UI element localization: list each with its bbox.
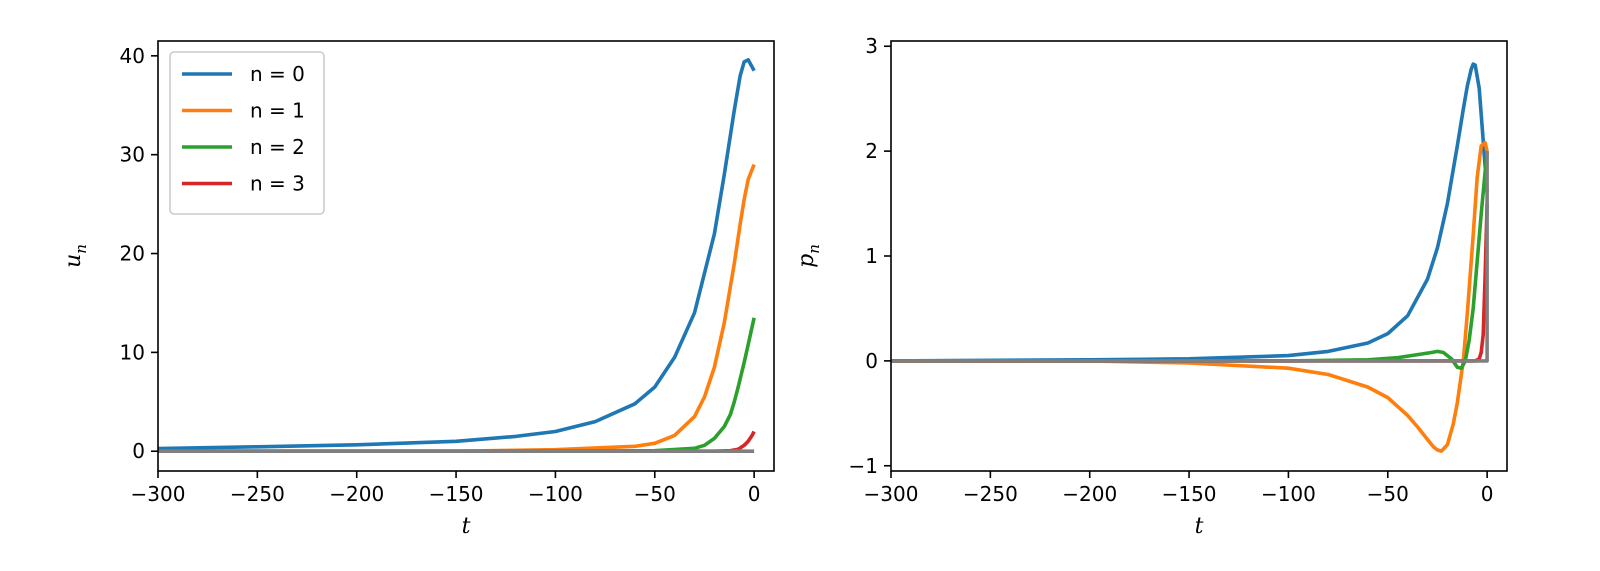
x-tick-label: −300 [131, 482, 186, 506]
y-axis-label: pn [794, 244, 823, 268]
x-axis-label: t [1195, 514, 1204, 539]
y-tick-label: 1 [865, 244, 878, 268]
x-axis-label: t [462, 514, 471, 539]
x-tick-label: −50 [634, 482, 676, 506]
y-tick-label: 0 [865, 349, 878, 373]
series-lines [158, 58, 756, 453]
x-tick-label: −200 [329, 482, 384, 506]
right-plot-p-n: −300 −250 −200 −150 −100 −50 0 −1 0 1 2 3 t pn [794, 34, 1508, 539]
x-tick-label: 0 [748, 482, 761, 506]
x-tick-label: −300 [864, 482, 919, 506]
x-tick-label: −250 [963, 482, 1018, 506]
legend-label: n = 3 [250, 172, 305, 196]
series-line-baseline [891, 151, 1489, 363]
legend-label: n = 0 [250, 62, 305, 86]
legend-label: n = 1 [250, 99, 305, 123]
x-tick-label: −150 [1162, 482, 1217, 506]
series-line-n1 [158, 163, 756, 453]
y-tick-label: 0 [132, 439, 145, 463]
series-line-n2 [891, 150, 1489, 370]
y-axis-label: un [61, 244, 90, 268]
y-tick-label: 30 [120, 143, 145, 167]
y-tick-label: −1 [849, 454, 878, 478]
x-tick-label: −250 [230, 482, 285, 506]
y-tick-label: 20 [120, 242, 145, 266]
y-tick-label: 3 [865, 34, 878, 58]
series-line-n0 [891, 62, 1489, 363]
plot-frame [157, 40, 775, 472]
legend-label: n = 2 [250, 135, 305, 159]
left-plot-u-n: −300 −250 −200 −150 −100 −50 0 0 10 20 30 40 t un n = … [61, 40, 775, 539]
x-tick-label: −200 [1062, 482, 1117, 506]
series-lines [891, 62, 1489, 453]
legend-box [169, 51, 325, 215]
x-tick-label: −50 [1367, 482, 1409, 506]
x-tick-label: −150 [429, 482, 484, 506]
x-tick-label: −100 [1261, 482, 1316, 506]
y-tick-label: 2 [865, 139, 878, 163]
y-tick-label: 10 [120, 340, 145, 364]
x-tick-label: −100 [528, 482, 583, 506]
series-line-n1 [891, 140, 1489, 453]
series-line-n0 [158, 58, 756, 451]
x-tick-label: 0 [1481, 482, 1494, 506]
legend: n = 0 n = 1 n = 2 n = 3 [169, 51, 325, 215]
y-tick-label: 40 [120, 44, 145, 68]
